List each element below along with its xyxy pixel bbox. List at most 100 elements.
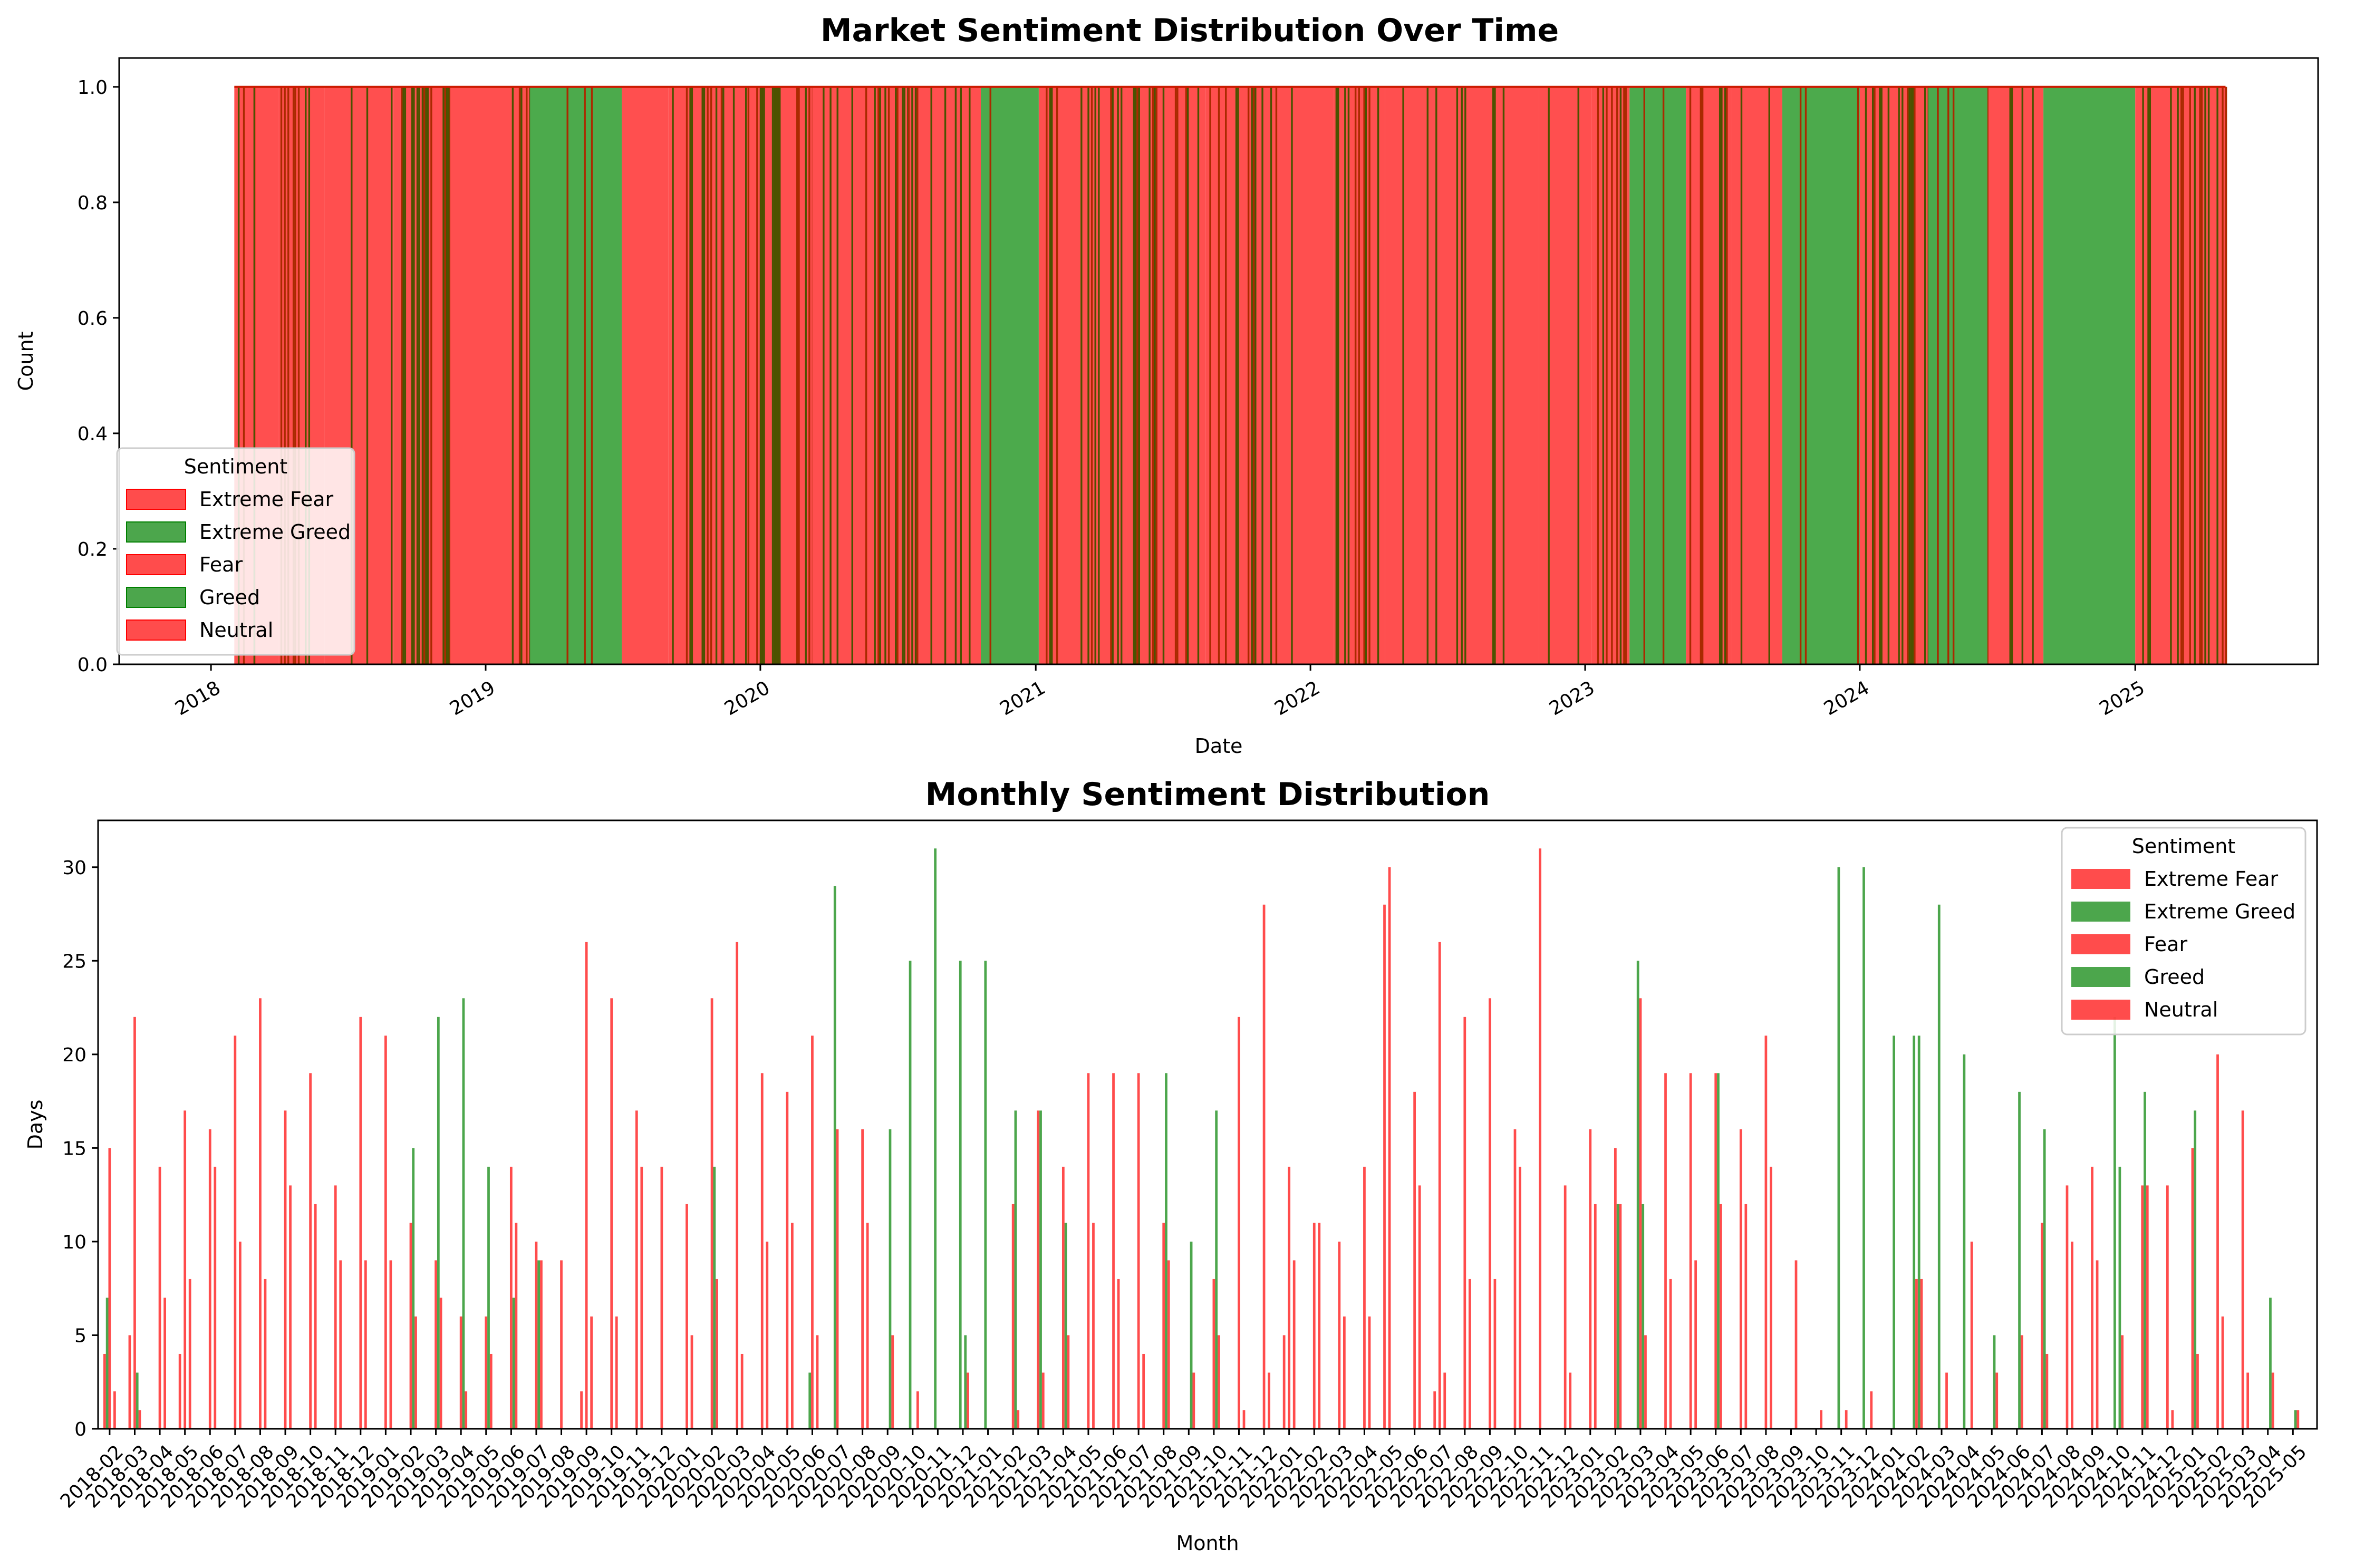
top-chart-ylabel: Count [14, 332, 37, 391]
sentiment-day-bar [1865, 86, 1867, 664]
monthly-bar [959, 961, 962, 1429]
sentiment-day-bar [745, 86, 747, 664]
monthly-bar [2191, 1148, 2194, 1429]
sentiment-day-bar [351, 86, 353, 664]
sentiment-run [908, 86, 981, 664]
sentiment-day-bar [425, 86, 427, 664]
sentiment-day-bar [308, 86, 311, 664]
monthly-bar [2246, 1372, 2250, 1429]
y-tick-label: 0 [74, 1419, 86, 1440]
sentiment-day-bar [1176, 86, 1179, 664]
monthly-bar [615, 1316, 618, 1429]
sentiment-day-bar [1056, 86, 1058, 664]
monthly-bar [1913, 1035, 1916, 1429]
monthly-bar [1619, 1204, 1622, 1429]
bottom-chart-x-axis: 2018-022018-032018-042018-052018-062018-… [56, 1429, 2311, 1513]
monthly-bar [1569, 1372, 1572, 1429]
sentiment-day-bar [1347, 86, 1350, 664]
monthly-bar [437, 1017, 440, 1429]
sentiment-day-bar [1726, 86, 1728, 664]
sentiment-day-bar [1344, 86, 1346, 664]
sentiment-day-bar [686, 86, 688, 664]
top-chart-xlabel: Date [1195, 734, 1243, 758]
sentiment-day-bar [1643, 86, 1645, 664]
monthly-bar [713, 1166, 716, 1429]
monthly-bar [1594, 1204, 1597, 1429]
sentiment-day-bar [761, 86, 764, 664]
sentiment-day-bar [969, 86, 971, 664]
monthly-bar [909, 961, 912, 1429]
sentiment-day-bar [1937, 86, 1939, 664]
monthly-bar [585, 942, 588, 1429]
monthly-bar [1165, 1073, 1167, 1429]
bottom-chart: Monthly Sentiment Distribution 0 5 10 15 20 2… [24, 776, 2318, 1555]
monthly-bar [1061, 1166, 1065, 1429]
monthly-bar [2271, 1372, 2274, 1429]
sentiment-day-bar [2194, 86, 2196, 664]
sentiment-day-bar [1602, 86, 1605, 664]
monthly-bar [2071, 1241, 2073, 1429]
sentiment-day-bar [1492, 86, 1494, 664]
top-chart-bars [234, 85, 2227, 664]
sentiment-day-bar [1291, 86, 1293, 664]
legend-swatch [2071, 967, 2130, 987]
sentiment-day-bar [1494, 86, 1496, 664]
sentiment-run [1205, 86, 1279, 664]
sentiment-run [1782, 86, 1860, 664]
sentiment-day-bar [253, 86, 256, 664]
monthly-bar [113, 1391, 116, 1429]
sentiment-day-bar [874, 86, 876, 664]
top-chart-legend: Sentiment Extreme Fear Extreme Greed Fear G… [116, 447, 355, 656]
sentiment-day-bar [1247, 86, 1250, 664]
monthly-bar [1639, 998, 1642, 1429]
monthly-bar [1644, 1335, 1647, 1429]
legend-swatch [126, 521, 186, 543]
sentiment-day-bar [2147, 86, 2149, 664]
sentiment-day-bar [774, 86, 776, 664]
sentiment-day-bar [902, 86, 904, 664]
monthly-bar [1238, 1017, 1240, 1429]
monthly-bar [889, 1129, 892, 1429]
sentiment-day-bar [305, 86, 307, 664]
sentiment-day-bar [366, 86, 369, 664]
monthly-bar [2018, 1091, 2021, 1429]
sentiment-day-bar [798, 86, 800, 664]
monthly-bar [2216, 1054, 2219, 1429]
legend-swatch [2071, 869, 2130, 889]
sentiment-day-bar [1261, 86, 1263, 664]
legend-label: Extreme Fear [199, 488, 333, 511]
monthly-bar [836, 1129, 839, 1429]
monthly-bar [1037, 1110, 1040, 1429]
sentiment-day-bar [591, 86, 593, 664]
monthly-bar [934, 848, 937, 1429]
sentiment-day-bar [732, 86, 735, 664]
sentiment-day-bar [808, 86, 810, 664]
monthly-bar [1915, 1279, 1918, 1429]
sentiment-day-bar [1619, 86, 1622, 664]
monthly-bar [2043, 1129, 2046, 1429]
sentiment-day-bar [672, 86, 674, 664]
legend-swatch [2071, 1000, 2130, 1020]
y-tick-label: 10 [62, 1232, 86, 1253]
monthly-bar [334, 1185, 337, 1429]
sentiment-day-bar [756, 86, 758, 664]
sentiment-day-bar [416, 86, 419, 664]
sentiment-day-bar [1947, 86, 1949, 664]
sentiment-day-bar [747, 86, 750, 664]
sentiment-day-bar [1898, 86, 1900, 664]
monthly-bar [2041, 1223, 2043, 1429]
sentiment-day-bar [1218, 86, 1220, 664]
sentiment-day-bar [2216, 86, 2218, 664]
sentiment-day-bar [911, 86, 913, 664]
monthly-bar [1669, 1279, 1672, 1429]
sentiment-day-bar [763, 86, 765, 664]
monthly-bar [465, 1391, 468, 1429]
sentiment-day-bar [865, 86, 867, 664]
monthly-bar [891, 1335, 894, 1429]
sentiment-day-bar [715, 86, 718, 664]
legend-label: Extreme Greed [2144, 900, 2295, 923]
legend-label: Greed [199, 586, 260, 609]
sentiment-day-bar [1804, 86, 1807, 664]
legend-swatch [126, 587, 186, 608]
monthly-bar [1268, 1372, 1270, 1429]
